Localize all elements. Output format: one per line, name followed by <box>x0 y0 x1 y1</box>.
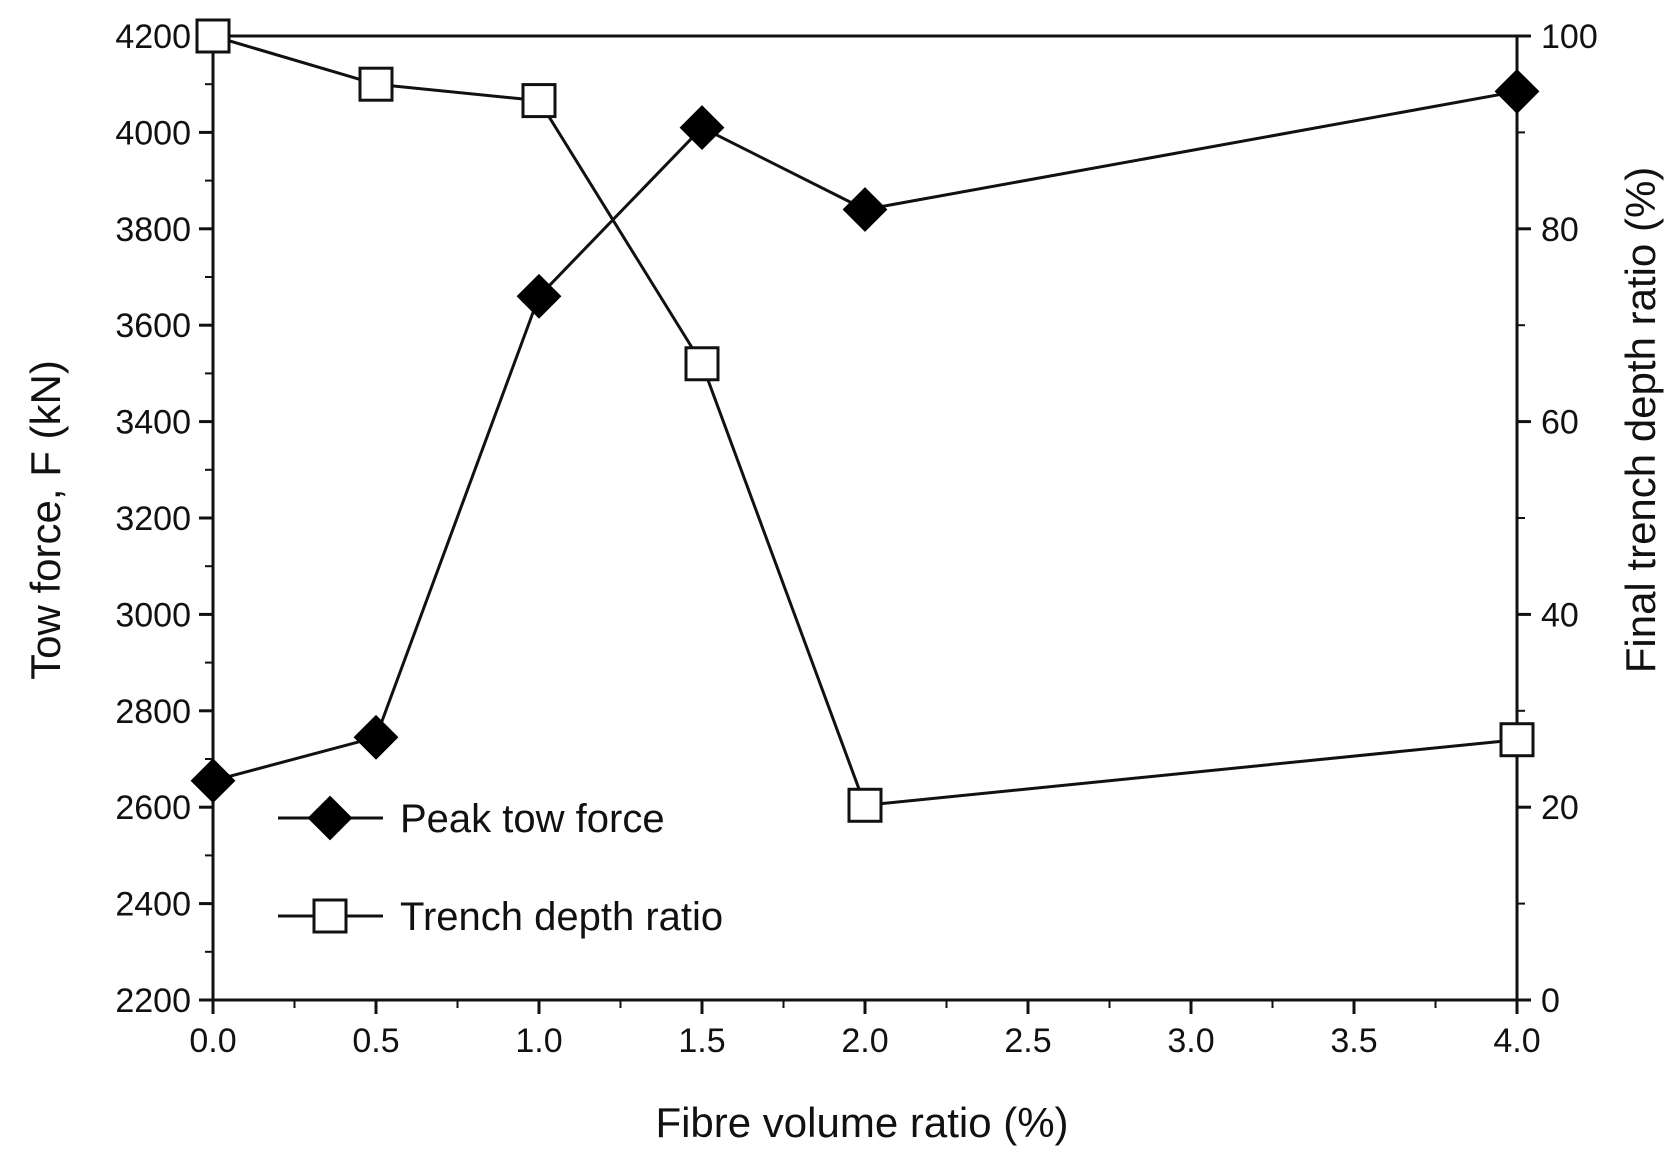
y2-tick-label: 80 <box>1541 211 1579 249</box>
y-tick-label: 3600 <box>115 307 191 345</box>
y-tick-label: 3400 <box>115 404 191 442</box>
data-point-diamond <box>353 714 399 760</box>
x-axis-title: Fibre volume ratio (%) <box>655 1099 1068 1146</box>
y2-tick-label: 100 <box>1541 18 1598 56</box>
data-point-diamond <box>679 105 725 150</box>
series-1 <box>190 69 1540 804</box>
legend-label: Peak tow force <box>400 797 665 841</box>
y2-tick-label: 40 <box>1541 596 1579 634</box>
y-tick-label: 3200 <box>115 500 191 538</box>
series <box>190 18 1540 823</box>
ticks: 0.0 0.5 1.0 1.5 2.0 2.5 3.0 3.5 4.0 2200 2400 2600 2… <box>115 18 1597 1060</box>
y-tick-label: 4200 <box>115 18 191 56</box>
legend-label: Trench depth ratio <box>400 895 723 939</box>
y-tick-label: 2800 <box>115 693 191 731</box>
y-tick-label: 3800 <box>115 211 191 249</box>
y-tick-label: 2200 <box>115 982 191 1020</box>
data-point-diamond <box>1494 69 1540 114</box>
y-tick-label: 2400 <box>115 886 191 924</box>
data-point-diamond <box>842 187 888 232</box>
legend-marker-square <box>312 898 348 934</box>
x-tick-label: 2.5 <box>1004 1022 1051 1060</box>
legend-marker-diamond <box>307 795 353 841</box>
y-tick-label: 4000 <box>115 114 191 152</box>
series-2 <box>195 18 1535 823</box>
series-line <box>212 34 1518 807</box>
x-tick-label: 1.5 <box>678 1022 725 1060</box>
legend-item-1: Peak tow force <box>278 795 665 841</box>
x-tick-label: 0.5 <box>352 1022 399 1060</box>
y2-axis-title: Final trench depth ratio (%) <box>1617 167 1664 674</box>
x-tick-label: 4.0 <box>1493 1022 1540 1060</box>
data-point-diamond <box>516 273 562 319</box>
plot-frame <box>211 34 1519 1002</box>
y-tick-label: 2600 <box>115 789 191 827</box>
y2-tick-label: 20 <box>1541 789 1579 827</box>
x-tick-label: 0.0 <box>189 1022 236 1060</box>
data-point-square <box>1499 722 1535 758</box>
axes <box>211 34 1519 1002</box>
y2-tick-label: 60 <box>1541 404 1579 442</box>
x-tick-label: 1.0 <box>515 1022 562 1060</box>
data-point-square <box>195 18 231 54</box>
y-axis-title: Tow force, F (kN) <box>22 360 69 680</box>
data-point-square <box>358 66 394 102</box>
y2-tick-label: 0 <box>1541 982 1560 1020</box>
data-point-square <box>521 83 557 119</box>
x-tick-label: 3.0 <box>1167 1022 1214 1060</box>
y-tick-label: 3000 <box>115 596 191 634</box>
legend: Peak tow force Trench depth ratio <box>278 795 723 939</box>
x-tick-label: 3.5 <box>1330 1022 1377 1060</box>
data-point-diamond <box>190 758 236 804</box>
legend-item-2: Trench depth ratio <box>278 895 723 939</box>
series-line <box>212 89 1518 783</box>
data-point-square <box>847 787 883 823</box>
data-point-square <box>684 346 720 382</box>
x-tick-label: 2.0 <box>841 1022 888 1060</box>
